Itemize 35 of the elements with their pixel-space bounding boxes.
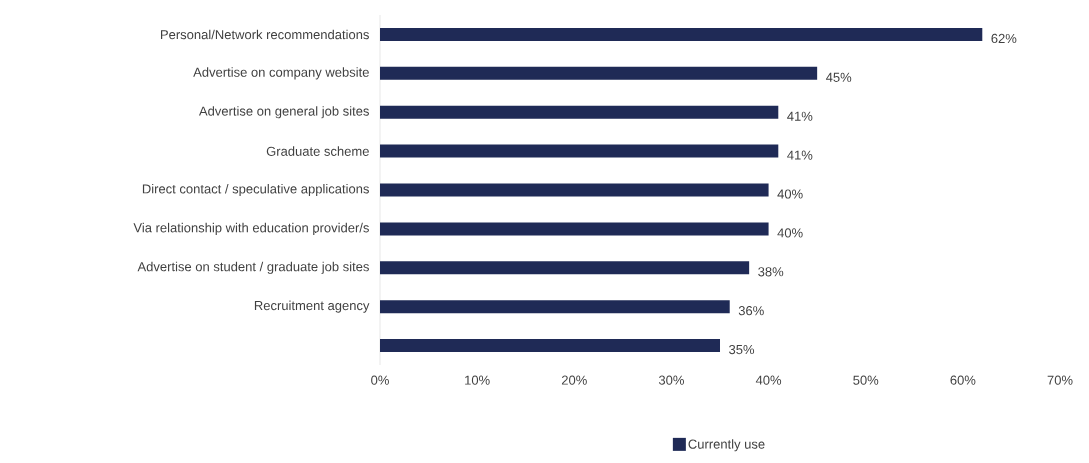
x-tick-label: 60% xyxy=(950,375,976,385)
y-tick-label: Graduate scheme xyxy=(266,146,369,156)
y-tick-label: Advertise on student / graduate job sites xyxy=(137,261,369,274)
x-tick-label: 10% xyxy=(465,375,490,385)
x-tick-label: 50% xyxy=(853,375,879,385)
data-label: 40% xyxy=(777,228,803,238)
x-tick-label: 0% xyxy=(371,375,389,385)
bar xyxy=(380,183,769,197)
y-tick-label: Advertise on general job sites xyxy=(198,106,369,119)
data-label: 45% xyxy=(825,72,852,82)
data-label: 41% xyxy=(787,111,813,121)
data-label: 36% xyxy=(738,306,764,316)
y-tick-label: Direct contact / speculative applications xyxy=(142,183,369,197)
bar xyxy=(380,339,720,353)
data-label: 62% xyxy=(991,33,1017,44)
x-tick-label: 20% xyxy=(561,375,587,385)
data-label: 40% xyxy=(777,189,803,199)
data-label: 38% xyxy=(758,267,784,277)
y-tick-label: Via relationship with education provider/s xyxy=(133,222,369,235)
data-label: 35% xyxy=(729,344,755,355)
legend-label: Currently use xyxy=(688,439,765,452)
bar xyxy=(380,261,750,275)
data-label: 41% xyxy=(787,150,813,160)
x-tick-label: 70% xyxy=(1047,375,1073,385)
bar xyxy=(380,105,779,119)
bar xyxy=(380,66,818,80)
y-tick-label: Advertise on company website xyxy=(193,67,369,80)
x-tick-label: 30% xyxy=(658,375,684,385)
bar xyxy=(380,300,730,314)
y-tick-label: Recruitment agency xyxy=(254,300,370,313)
y-tick-label: Personal/Network recommendations xyxy=(160,29,369,40)
bar xyxy=(380,27,983,41)
x-tick-label: 40% xyxy=(755,375,782,385)
bar xyxy=(380,222,769,236)
bar xyxy=(380,144,779,158)
